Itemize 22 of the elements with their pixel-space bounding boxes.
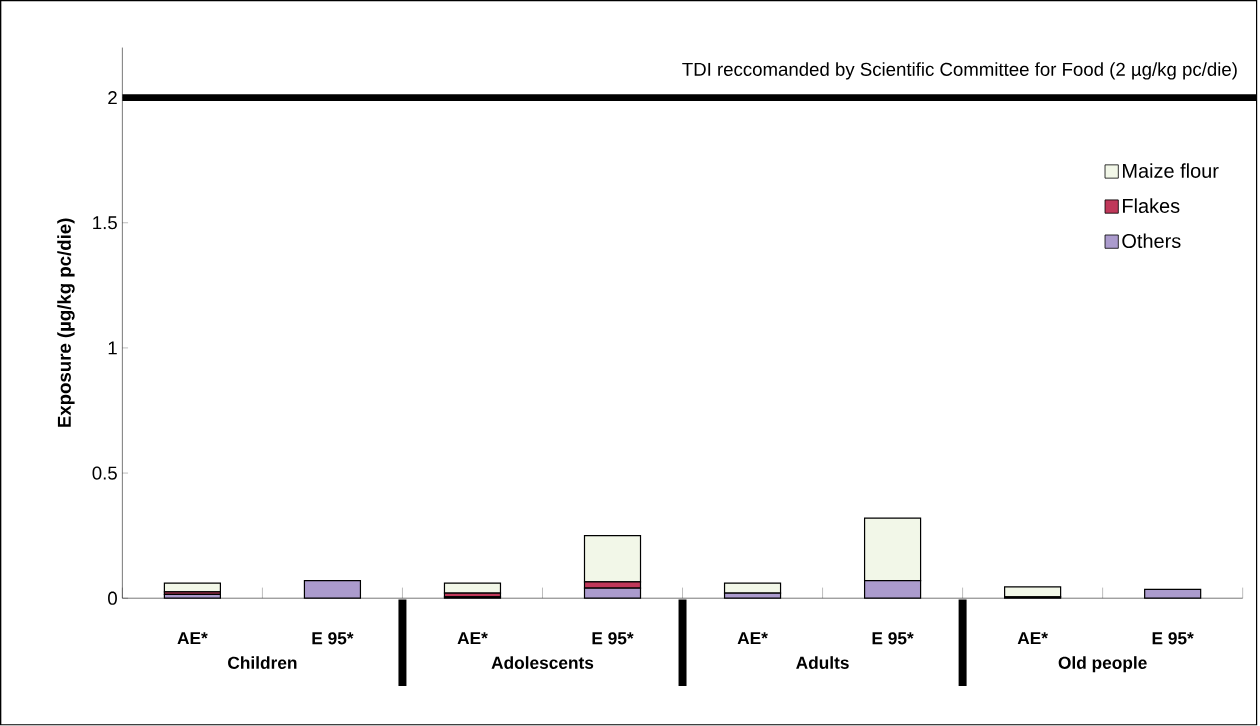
- text: Children: [228, 656, 297, 670]
- x-tick-label: AE*: [457, 632, 488, 645]
- text: Old people: [1058, 656, 1147, 673]
- legend-label: Maize flour: [1123, 163, 1219, 179]
- y-tick-label: 1: [108, 341, 117, 355]
- text: Adolescents: [491, 656, 594, 670]
- x-tick-label: E 95*: [872, 632, 914, 645]
- y-tick-label: 2: [108, 91, 117, 105]
- x-tick-label: AE*: [1017, 632, 1048, 645]
- x-tick-label: AE*: [737, 632, 768, 645]
- x-tick-label: AE*: [177, 632, 208, 645]
- y-axis-title: Exposure (µg/kg pc/die): [57, 218, 75, 428]
- y-tick-label: 0: [108, 591, 117, 606]
- text: Adults: [796, 656, 849, 670]
- x-tick-label: E 95*: [312, 632, 354, 645]
- y-tick-label: 1.5: [93, 216, 117, 230]
- legend-label: Flakes: [1123, 198, 1180, 214]
- legend-label: Others: [1122, 233, 1181, 249]
- y-tick-label: 0.5: [92, 466, 117, 480]
- x-tick-label: E 95*: [592, 632, 634, 645]
- x-tick-label: E 95*: [1152, 632, 1194, 645]
- ref-line-label: TDI reccomanded by Scientific Committee for Food (2 µg/kg pc/die): [682, 62, 1237, 80]
